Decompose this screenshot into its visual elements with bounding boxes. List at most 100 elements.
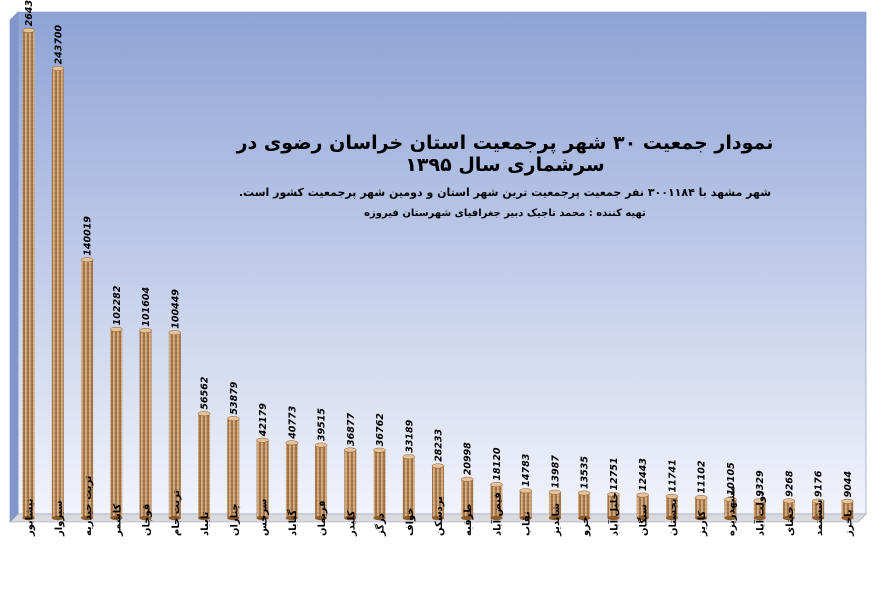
bar-value-label: 10105 [726,462,737,495]
bar-body [607,494,620,518]
bar-top-cap [753,498,766,504]
bar-top-cap [519,488,532,494]
bar-top-cap [285,440,299,446]
bar [431,463,445,521]
bar [490,482,503,521]
category-label: شاندیز [551,503,562,537]
category-label: مشهدریزه [726,486,737,536]
bar-value-label: 102282 [112,285,123,325]
bar-bottom-cap [636,515,649,521]
bar-value-label: 14783 [521,453,532,486]
bar-top-cap [724,496,737,502]
bar-value-label: 140019 [83,216,94,256]
bar-top-cap [782,498,796,504]
bar-body [256,440,269,518]
bar-bottom-cap [519,515,532,521]
bar [373,447,386,521]
bar-value-label: 11102 [697,460,708,493]
category-label: خلیل آباد [607,492,620,536]
bar-bottom-cap [285,515,298,521]
title-block: نمودار جمعیت ۳۰ شهر پرجمعیت استان خراسان… [200,132,810,219]
bar-top-cap [548,489,562,495]
category-label: نقاب [522,511,533,536]
bar-top-cap [80,257,94,263]
category-label: سنگان [637,504,650,536]
bar-top-cap [841,498,854,504]
bar-bottom-cap [315,515,328,521]
bar-value-label: 28233 [434,428,445,461]
bar-value-label: 18120 [492,447,503,480]
bar-bottom-cap [695,515,708,521]
bar [51,66,65,521]
chart-title: نمودار جمعیت ۳۰ شهر پرجمعیت استان خراسان… [236,132,774,176]
bar-bottom-cap [373,515,386,521]
bar [841,498,854,521]
bar-body [110,329,123,518]
category-label: باخرز [843,509,854,537]
bar-value-label: 101604 [141,287,152,327]
bar-top-cap [110,326,123,332]
bar-top-cap [168,330,182,336]
bar-bottom-cap [812,515,825,521]
category-label: قوچان [142,504,153,536]
bar [607,492,620,521]
bar-value-label: 9044 [843,470,854,497]
bar-top-cap [373,447,386,453]
bar-body [22,30,35,518]
category-label: تربت جام [171,490,182,536]
chart-subtitle: شهر مشهد با ۳۰۰۱۱۸۴ نفر جمعیت پرجمعیت تر… [238,186,772,199]
bar-body [168,332,181,518]
bar-value-label: 56562 [200,376,211,409]
bar-bottom-cap [432,515,444,521]
bar-value-label: 9329 [755,470,766,497]
bar-body [519,490,532,518]
bar [344,447,357,521]
bar-bottom-cap [81,515,94,521]
category-label: درگز [374,513,387,537]
bar-bottom-cap [548,515,561,521]
bar-value-label: 42179 [258,403,269,437]
bar-top-cap [197,411,211,417]
bar-value-label: 264375 [24,0,35,26]
bar-value-label: 13987 [550,455,561,488]
bar-top-cap [402,454,416,460]
category-label: ششتمد [814,499,825,536]
bar-top-cap [51,66,65,71]
bar-value-label: 243700 [53,24,64,64]
bar-body [373,450,386,518]
bar-top-cap [460,476,474,482]
bar-bottom-cap [578,515,591,521]
category-label: جغتای [785,506,796,536]
category-label: کاریز [697,511,708,537]
bar-body [724,499,737,518]
bar-value-label: 36762 [375,413,386,446]
bar-bottom-cap [227,515,240,521]
bar-body [578,493,591,518]
bar-bottom-cap [753,515,766,521]
bar-body [315,445,328,518]
bar-value-label: 36877 [346,413,357,446]
category-label: فریمان [317,500,328,536]
bar-body [227,418,240,518]
bar-bottom-cap [402,515,415,521]
bar-value-label: 53879 [229,381,240,414]
bar-top-cap [431,463,445,469]
bar [197,411,211,521]
bar [460,476,474,521]
bar-body [432,465,444,518]
bar [110,326,123,521]
category-label: فیض آباد [490,492,503,536]
bar [227,416,240,521]
bar-value-label: 33189 [404,419,415,452]
bar [753,498,766,521]
bars-layer [22,27,854,521]
bar [548,489,562,521]
bar-body [139,330,152,518]
category-label: چناران [229,503,240,536]
bar-value-label: 20998 [463,442,474,475]
bar-body [841,501,854,518]
bar-bottom-cap [51,515,64,521]
category-label: طرقبه [463,504,474,536]
